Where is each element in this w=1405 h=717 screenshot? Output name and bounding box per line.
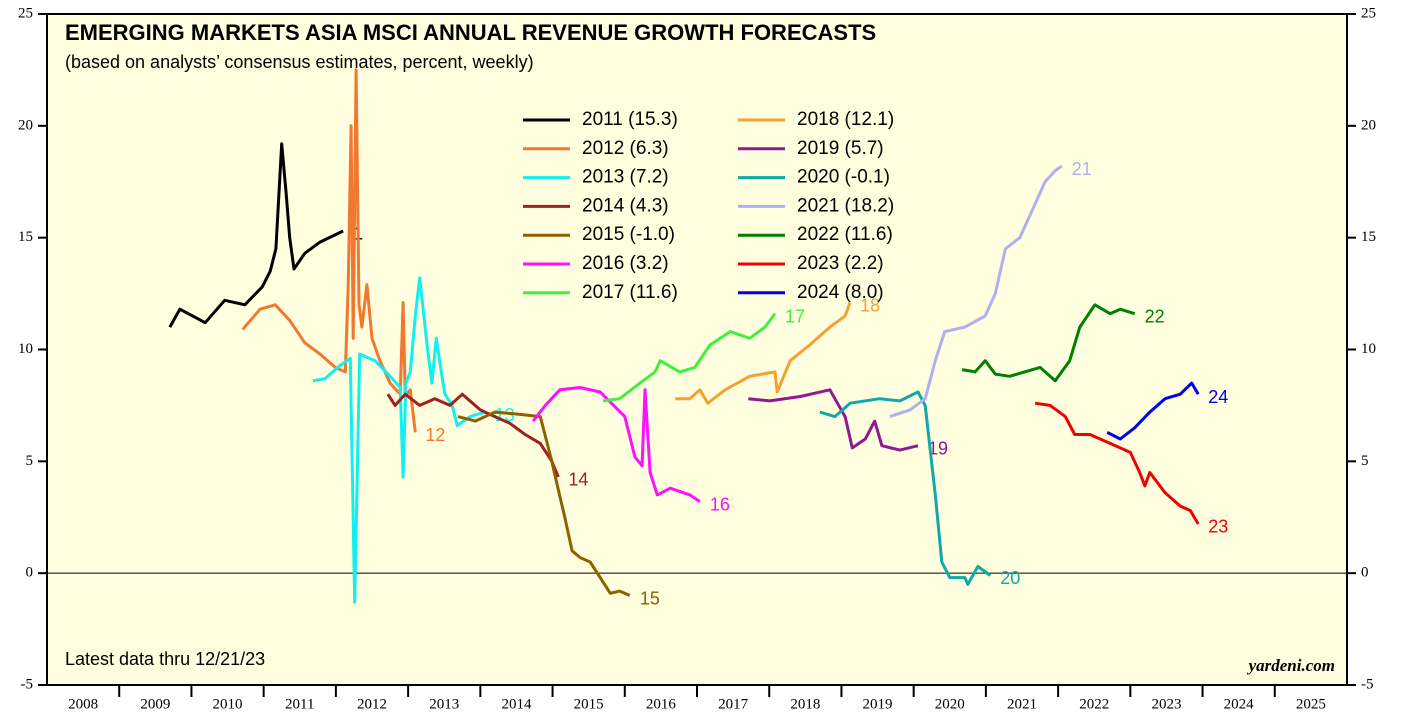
x-tick-label: 2016 <box>646 696 677 712</box>
x-tick-label: 2021 <box>1007 696 1037 712</box>
legend-label: 2018 (12.1) <box>797 109 894 130</box>
x-tick-label: 2023 <box>1151 696 1181 712</box>
source: yardeni.com <box>1247 656 1335 675</box>
legend-label: 2017 (11.6) <box>582 282 678 303</box>
y2-tick-label: 0 <box>1361 565 1369 581</box>
y2-tick-label: 15 <box>1361 229 1376 245</box>
end-label: 18 <box>860 295 880 315</box>
x-tick-label: 2024 <box>1224 696 1255 712</box>
end-label: 17 <box>785 306 805 326</box>
x-tick-label: 2014 <box>501 696 532 712</box>
x-tick-label: 2008 <box>68 696 98 712</box>
y-tick-label: 25 <box>18 5 33 21</box>
end-label: 16 <box>710 494 730 514</box>
y-tick-label: -5 <box>21 676 34 692</box>
series-line <box>1034 401 1200 525</box>
series-line <box>531 386 701 503</box>
y2-tick-label: 25 <box>1361 5 1376 21</box>
y-tick-label: 20 <box>18 117 33 133</box>
x-tick-label: 2011 <box>285 696 314 712</box>
x-tick-label: 2012 <box>357 696 387 712</box>
legend-label: 2022 (11.6) <box>797 224 893 245</box>
legend-label: 2024 (8.0) <box>797 282 884 303</box>
series-line <box>241 68 417 433</box>
y2-tick-label: 20 <box>1361 117 1376 133</box>
x-tick-label: 2019 <box>863 696 893 712</box>
legend-label: 2012 (6.3) <box>582 138 669 159</box>
legend-label: 2014 (4.3) <box>582 195 669 216</box>
series-line <box>386 392 560 478</box>
legend-label: 2021 (18.2) <box>797 195 894 216</box>
series-line <box>168 142 344 328</box>
legend-label: 2015 (-1.0) <box>582 224 675 245</box>
legend-label: 2013 (7.2) <box>582 167 669 188</box>
y2-tick-label: 10 <box>1361 341 1376 357</box>
legend-label: 2016 (3.2) <box>582 253 669 274</box>
series-line <box>889 164 1063 419</box>
end-label: 15 <box>640 588 660 608</box>
legend-label: 2011 (15.3) <box>582 109 678 130</box>
series-line <box>748 388 919 452</box>
x-tick-label: 2020 <box>935 696 965 712</box>
series-line <box>1106 381 1200 441</box>
plot-area <box>46 13 1348 686</box>
series-line <box>312 276 486 604</box>
x-tick-label: 2018 <box>790 696 820 712</box>
x-tick-label: 2022 <box>1079 696 1109 712</box>
end-label: 22 <box>1145 306 1165 326</box>
y2-tick-label: 5 <box>1361 453 1369 469</box>
y-tick-label: 5 <box>26 453 34 469</box>
chart-subtitle: (based on analysts’ consensus estimates,… <box>65 52 534 72</box>
end-label: 19 <box>928 438 948 458</box>
legend-label: 2023 (2.2) <box>797 253 884 274</box>
x-tick-label: 2015 <box>574 696 604 712</box>
x-tick-label: 2013 <box>429 696 459 712</box>
end-label: 12 <box>425 425 445 445</box>
y-tick-label: 15 <box>18 229 33 245</box>
x-tick-label: 2025 <box>1296 696 1326 712</box>
series-line <box>819 390 992 586</box>
end-label: 14 <box>568 470 588 490</box>
end-label: 24 <box>1208 387 1228 407</box>
y-tick-label: 10 <box>18 341 33 357</box>
end-label: 23 <box>1208 517 1228 537</box>
x-tick-label: 2009 <box>140 696 170 712</box>
series-line <box>961 303 1136 383</box>
chart-title: EMERGING MARKETS ASIA MSCI ANNUAL REVENU… <box>65 20 876 45</box>
end-label: 21 <box>1072 159 1092 179</box>
x-tick-label: 2010 <box>213 696 243 712</box>
y2-tick-label: -5 <box>1361 676 1374 692</box>
series-line <box>675 301 852 405</box>
annotation: Latest data thru 12/21/23 <box>65 649 265 669</box>
series-line <box>602 312 777 403</box>
end-label: 20 <box>1000 568 1020 588</box>
series-line <box>457 410 631 597</box>
x-tick-label: 2017 <box>718 696 749 712</box>
legend-label: 2020 (-0.1) <box>797 167 890 188</box>
legend-label: 2019 (5.7) <box>797 138 884 159</box>
y-tick-label: 0 <box>26 565 34 581</box>
